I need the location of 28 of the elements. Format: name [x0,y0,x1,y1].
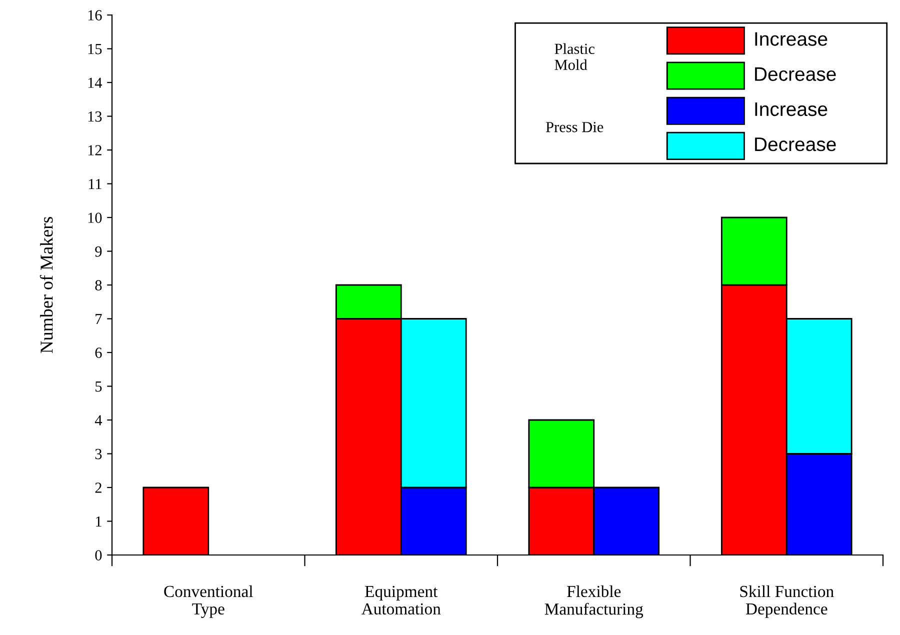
legend-label: Decrease [755,67,836,81]
y-axis-title: Number of Makers [40,216,53,354]
y-tick-label: 8 [95,280,102,290]
legend-label: Decrease [755,138,836,152]
y-tick-label: 6 [95,348,102,358]
y-tick-label: 0 [95,550,102,560]
legend-title: Press Die [546,122,604,132]
legend-title: Plastic Mold [554,43,594,70]
y-tick-label: 7 [96,314,102,324]
y-tick-label: 4 [94,415,102,426]
y-tick-label: 10 [88,212,102,223]
legend-label: Increase [755,102,828,116]
x-tick-label: Equipment Automation [361,586,441,615]
y-tick-label: 9 [95,246,102,257]
legend-label: Increase [755,32,828,46]
y-tick-label: 15 [88,44,102,54]
x-tick-label: Conventional Type [164,585,253,618]
y-tick-label: 13 [88,111,102,122]
y-tick-label: 12 [88,145,102,156]
y-tick-label: 3 [95,448,102,460]
y-tick-label: 16 [88,10,102,20]
y-tick-label: 14 [88,78,102,88]
y-tick-label: 5 [96,382,102,392]
x-tick-label: Flexible Manufacturing [544,585,644,618]
y-tick-label: 1 [96,516,102,527]
y-tick-label: 11 [88,178,102,190]
y-tick-label: 2 [95,482,102,493]
x-tick-label: Skill Function Dependence [740,585,834,618]
